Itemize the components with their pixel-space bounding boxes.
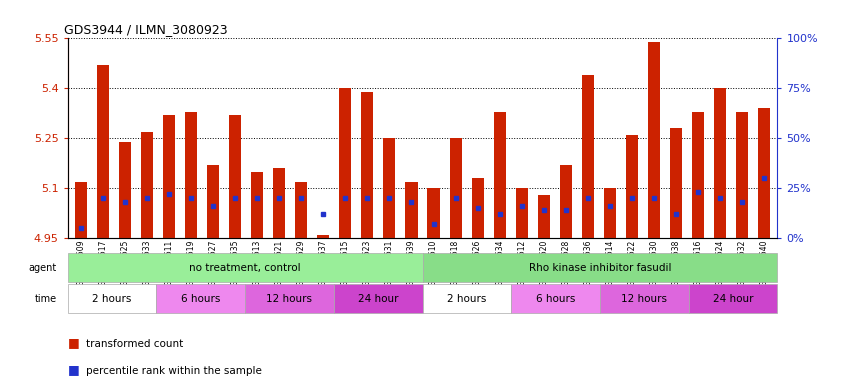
Bar — [273, 168, 285, 238]
Bar — [669, 128, 681, 238]
Text: percentile rank within the sample: percentile rank within the sample — [86, 366, 262, 376]
Bar — [97, 65, 109, 238]
Bar — [207, 165, 219, 238]
Bar — [713, 88, 725, 238]
Text: time: time — [35, 293, 57, 304]
Text: 2 hours: 2 hours — [92, 293, 132, 304]
Bar — [537, 195, 549, 238]
Bar — [185, 112, 197, 238]
Bar — [427, 188, 439, 238]
Bar — [229, 115, 241, 238]
Text: 6 hours: 6 hours — [535, 293, 575, 304]
Bar — [422, 253, 776, 282]
Bar — [691, 112, 703, 238]
Text: 12 hours: 12 hours — [620, 293, 667, 304]
Bar — [68, 253, 422, 282]
Bar — [471, 178, 483, 238]
Text: 6 hours: 6 hours — [181, 293, 220, 304]
Text: GDS3944 / ILMN_3080923: GDS3944 / ILMN_3080923 — [64, 23, 227, 36]
Text: 24 hour: 24 hour — [358, 293, 398, 304]
Bar — [383, 138, 395, 238]
Text: no treatment, control: no treatment, control — [189, 263, 300, 273]
Bar — [245, 284, 333, 313]
Bar — [333, 284, 422, 313]
Bar — [757, 108, 770, 238]
Bar — [316, 235, 329, 238]
Bar — [581, 75, 593, 238]
Bar — [119, 142, 131, 238]
Bar — [156, 284, 245, 313]
Bar — [511, 284, 599, 313]
Bar — [405, 182, 417, 238]
Text: Rho kinase inhibitor fasudil: Rho kinase inhibitor fasudil — [528, 263, 670, 273]
Text: ■: ■ — [68, 363, 84, 376]
Bar — [74, 182, 87, 238]
Bar — [295, 182, 307, 238]
Text: 2 hours: 2 hours — [446, 293, 486, 304]
Text: ■: ■ — [68, 336, 84, 349]
Bar — [688, 284, 776, 313]
Bar — [163, 115, 175, 238]
Text: 24 hour: 24 hour — [712, 293, 752, 304]
Bar — [339, 88, 351, 238]
Bar — [515, 188, 528, 238]
Bar — [599, 284, 688, 313]
Bar — [251, 172, 263, 238]
Text: 12 hours: 12 hours — [266, 293, 312, 304]
Text: agent: agent — [28, 263, 57, 273]
Bar — [141, 132, 153, 238]
Bar — [361, 92, 373, 238]
Bar — [647, 42, 659, 238]
Bar — [735, 112, 747, 238]
Bar — [422, 284, 511, 313]
Text: transformed count: transformed count — [86, 339, 183, 349]
Bar — [493, 112, 505, 238]
Bar — [625, 135, 637, 238]
Bar — [603, 188, 615, 238]
Bar — [68, 284, 156, 313]
Bar — [559, 165, 571, 238]
Bar — [449, 138, 461, 238]
